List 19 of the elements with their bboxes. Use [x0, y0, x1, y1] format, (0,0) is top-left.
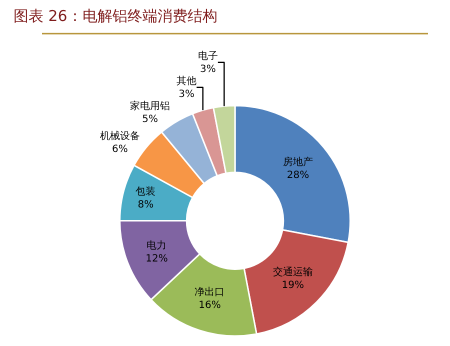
slice-label: 房地产 [283, 156, 314, 168]
data-label: 19% [282, 280, 304, 292]
slice-label: 包装 [136, 185, 156, 198]
data-label: 28% [286, 170, 310, 182]
data-label: 16% [198, 300, 221, 312]
data-label: 3% [200, 64, 216, 75]
slice-label: 交通运输 [272, 266, 313, 278]
slice-label: 电力 [146, 239, 167, 252]
slice-label: 电子 [198, 50, 218, 62]
slice-label: 家电用铝 [130, 100, 170, 112]
data-label: 6% [112, 144, 128, 155]
data-label: 12% [146, 253, 168, 264]
data-label: 3% [178, 88, 195, 100]
slice-label: 机械设备 [100, 130, 140, 142]
chart-title: 图表 26：电解铝终端消费结构 [14, 6, 218, 25]
slice-label: 其他 [176, 74, 197, 87]
slice-label: 净出口 [194, 286, 225, 298]
data-label: 5% [142, 114, 158, 125]
data-label: 8% [138, 199, 154, 210]
